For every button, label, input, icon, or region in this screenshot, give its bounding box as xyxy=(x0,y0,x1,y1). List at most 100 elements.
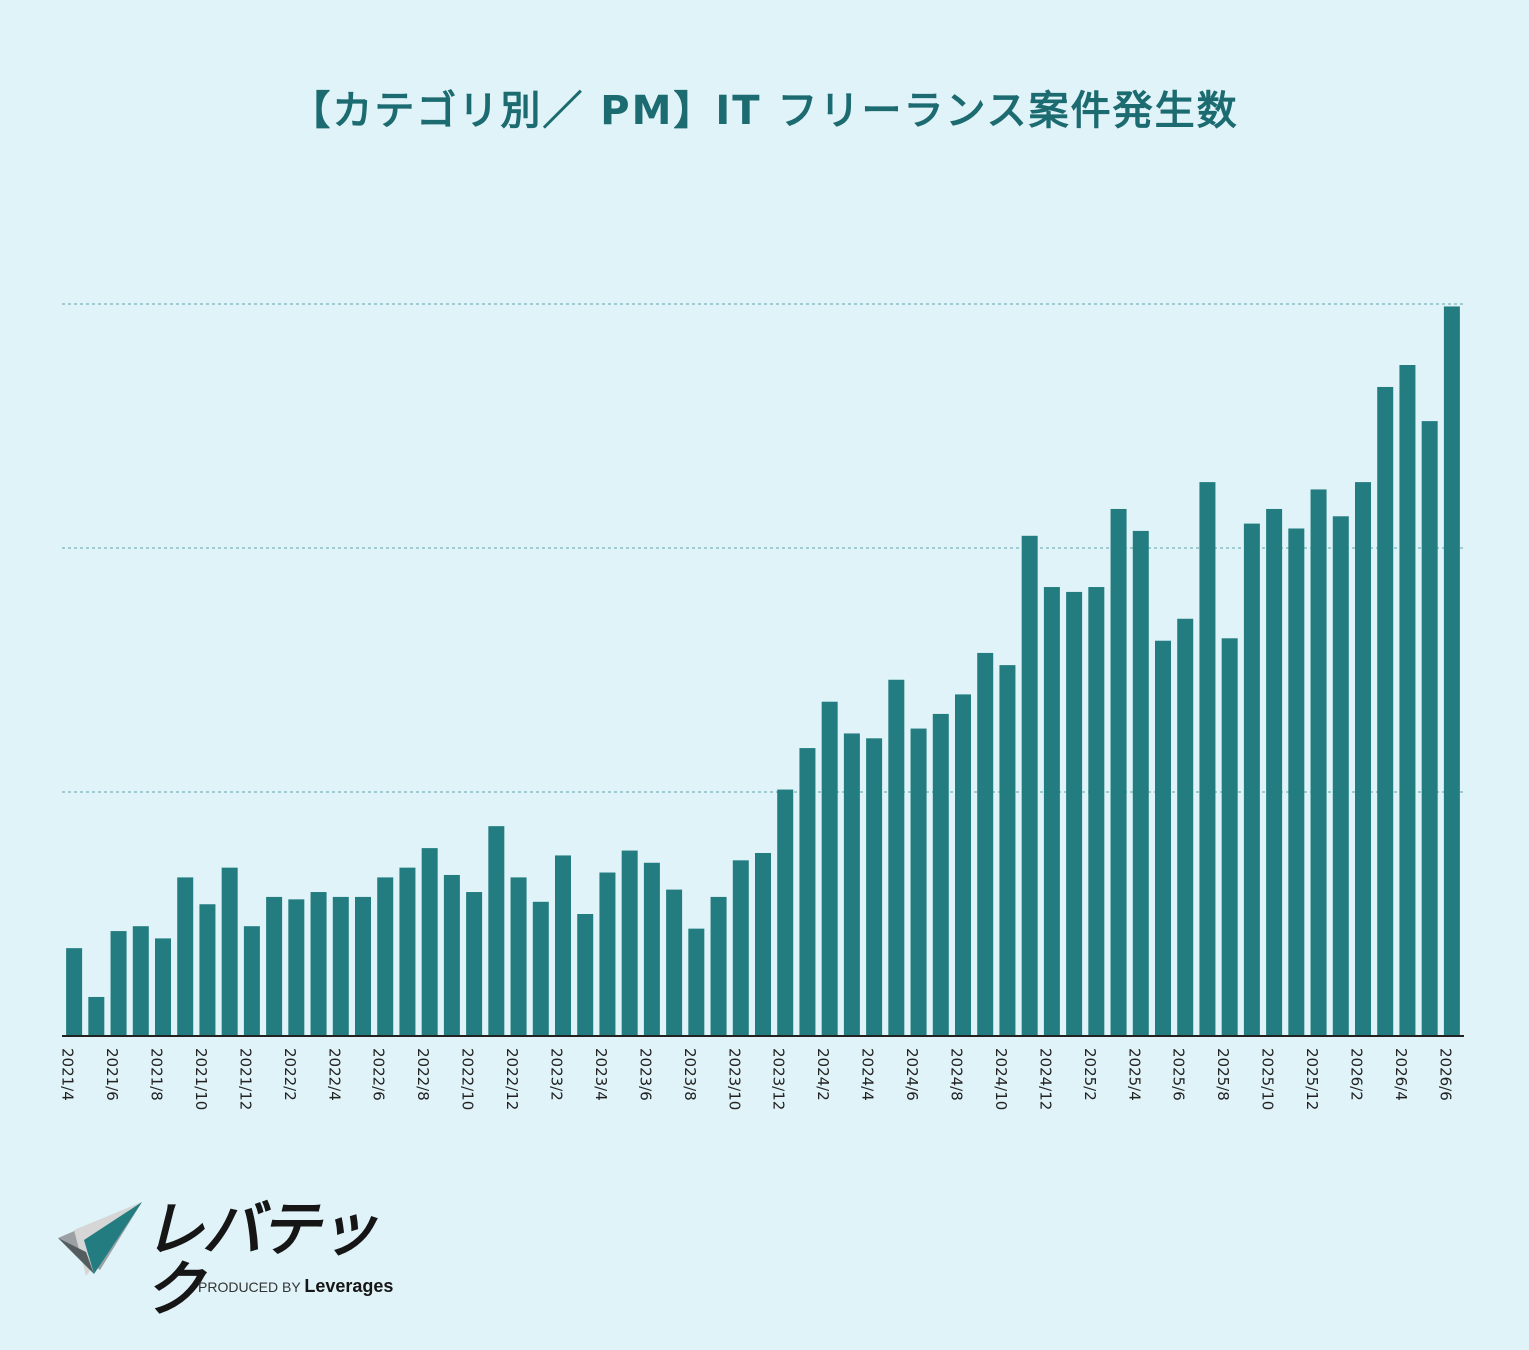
bar-2023/3 xyxy=(577,914,594,1036)
x-tick-label: 2024/2 xyxy=(814,1048,832,1101)
bar-2024/3 xyxy=(843,733,860,1036)
x-tick-label: 2024/6 xyxy=(903,1048,921,1101)
x-tick-label: 2022/8 xyxy=(414,1048,432,1101)
x-axis-tick-labels: 2021/4 2021/6 2021/8 2021/10 2021/12 2022/2 20… xyxy=(59,1048,1455,1110)
bar-2024/6 xyxy=(910,728,927,1036)
bar-2026/1 xyxy=(1332,516,1349,1036)
bar-2021/6 xyxy=(110,931,127,1036)
x-tick-label: 2025/6 xyxy=(1170,1048,1188,1101)
bar-2025/12 xyxy=(1310,489,1327,1036)
bar-2022/12 xyxy=(510,877,527,1036)
x-tick-label: 2022/2 xyxy=(281,1048,299,1101)
bar-2025/3 xyxy=(1110,508,1127,1037)
bar-2023/4 xyxy=(599,872,616,1036)
bar-series xyxy=(66,306,1460,1037)
bar-2026/3 xyxy=(1377,386,1394,1037)
logo-wordmark: レバテック xyxy=(144,1195,378,1325)
bar-2022/9 xyxy=(443,874,460,1036)
logo-mark-icon xyxy=(58,1202,142,1276)
bar-2022/2 xyxy=(288,899,305,1036)
x-tick-label: 2021/4 xyxy=(59,1048,77,1101)
x-tick-label: 2023/4 xyxy=(592,1048,610,1101)
x-tick-label: 2024/12 xyxy=(1036,1048,1054,1110)
bar-2024/5 xyxy=(888,679,905,1036)
bar-2024/12 xyxy=(1043,587,1060,1036)
x-tick-label: 2023/6 xyxy=(636,1048,654,1101)
x-tick-label: 2021/10 xyxy=(192,1048,210,1110)
bar-2022/3 xyxy=(310,892,327,1036)
x-tick-label: 2023/2 xyxy=(548,1048,566,1101)
bar-2025/6 xyxy=(1177,618,1194,1036)
bar-2022/7 xyxy=(399,867,416,1036)
logo-produced-by: PRODUCED BY Leverages xyxy=(198,1276,393,1297)
x-tick-label: 2024/10 xyxy=(992,1048,1010,1110)
bar-2022/6 xyxy=(377,877,394,1036)
bar-2025/5 xyxy=(1155,640,1171,1036)
bar-2022/10 xyxy=(466,892,483,1036)
x-tick-label: 2021/8 xyxy=(148,1048,166,1101)
bar-2026/2 xyxy=(1355,482,1371,1036)
bar-2022/4 xyxy=(332,896,349,1036)
bar-2023/12 xyxy=(777,789,794,1036)
logo-brand-name: Leverages xyxy=(304,1276,394,1296)
bar-2022/5 xyxy=(355,896,371,1036)
bar-2023/2 xyxy=(555,855,571,1036)
bar-2026/4 xyxy=(1399,365,1416,1036)
bar-2023/11 xyxy=(755,853,771,1036)
logo-produced-by-text: PRODUCED BY xyxy=(198,1279,301,1295)
bar-2023/9 xyxy=(710,896,727,1036)
bar-2023/8 xyxy=(688,928,705,1036)
bar-2024/7 xyxy=(932,713,949,1036)
x-tick-label: 2025/2 xyxy=(1081,1048,1099,1101)
bar-2024/1 xyxy=(799,748,816,1036)
x-tick-label: 2021/6 xyxy=(103,1048,121,1101)
bar-2026/5 xyxy=(1421,421,1438,1036)
bar-2023/10 xyxy=(732,860,749,1036)
x-tick-label: 2025/8 xyxy=(1214,1048,1232,1101)
leverages-tech-logo: レバテック PRODUCED BY Leverages xyxy=(56,1198,416,1320)
bar-2022/8 xyxy=(421,848,438,1036)
bar-2024/11 xyxy=(1021,535,1038,1036)
bar-2021/7 xyxy=(132,926,149,1036)
bar-2025/4 xyxy=(1132,530,1149,1036)
bar-2025/9 xyxy=(1243,523,1260,1036)
bar-2021/12 xyxy=(243,926,260,1036)
x-tick-label: 2024/4 xyxy=(859,1048,877,1101)
bar-2024/2 xyxy=(821,701,838,1036)
x-tick-label: 2025/10 xyxy=(1259,1048,1277,1110)
chart-title: 【カテゴリ別／ PM】IT フリーランス案件発生数 xyxy=(290,88,1239,134)
bar-2021/11 xyxy=(221,867,238,1036)
bar-2021/10 xyxy=(199,904,216,1036)
bar-2024/4 xyxy=(866,738,883,1036)
bar-2024/10 xyxy=(999,665,1016,1036)
bar-2024/8 xyxy=(955,694,971,1036)
x-tick-label: 2025/4 xyxy=(1125,1048,1143,1101)
bar-2024/9 xyxy=(977,652,994,1036)
bar-2021/8 xyxy=(155,938,171,1036)
bar-2023/6 xyxy=(643,862,660,1036)
bar-2023/7 xyxy=(666,889,683,1036)
x-tick-label: 2026/2 xyxy=(1348,1048,1366,1101)
x-tick-label: 2023/8 xyxy=(681,1048,699,1101)
x-tick-label: 2026/4 xyxy=(1392,1048,1410,1101)
bar-2025/8 xyxy=(1221,638,1238,1036)
x-tick-label: 2022/10 xyxy=(459,1048,477,1110)
bar-2025/10 xyxy=(1266,508,1283,1037)
bar-2023/5 xyxy=(621,850,638,1036)
bar-2021/9 xyxy=(177,877,194,1036)
bar-2022/11 xyxy=(488,826,505,1036)
bar-2021/4 xyxy=(66,948,83,1036)
x-tick-label: 2021/12 xyxy=(236,1048,254,1110)
x-tick-label: 2024/8 xyxy=(948,1048,966,1101)
x-tick-label: 2025/12 xyxy=(1303,1048,1321,1110)
x-tick-label: 2022/6 xyxy=(370,1048,388,1101)
bar-2023/1 xyxy=(532,901,549,1036)
x-tick-label: 2023/10 xyxy=(725,1048,743,1110)
bar-2021/5 xyxy=(88,996,105,1036)
bar-2025/11 xyxy=(1288,528,1305,1036)
bar-2022/1 xyxy=(266,896,283,1036)
x-tick-label: 2026/6 xyxy=(1436,1048,1454,1101)
bar-2025/7 xyxy=(1199,482,1216,1036)
bar-2025/2 xyxy=(1088,587,1105,1036)
x-tick-label: 2022/12 xyxy=(503,1048,521,1110)
